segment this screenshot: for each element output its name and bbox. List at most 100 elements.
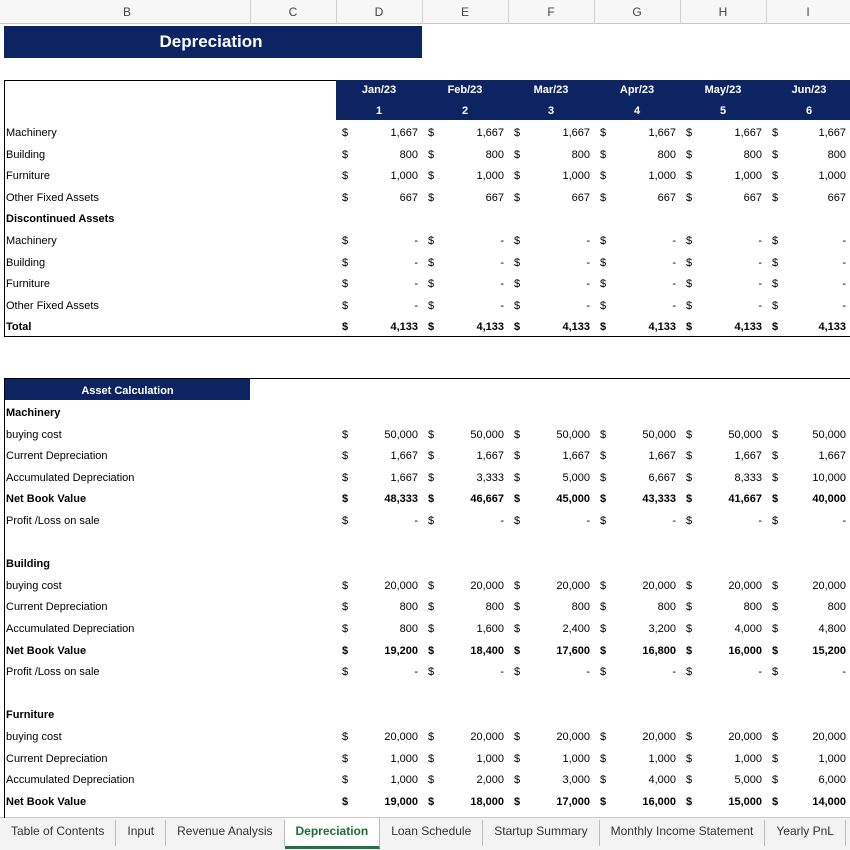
sheet-tab-bar: Table of Contents Input Revenue Analysis De… <box>0 817 850 850</box>
currency-symbol: $ <box>600 170 607 183</box>
currency-symbol: $ <box>514 321 521 334</box>
currency-symbol: $ <box>772 774 779 787</box>
currency-symbol: $ <box>342 752 349 765</box>
currency-symbol: $ <box>514 450 521 463</box>
cell-value: 800 <box>399 601 418 614</box>
currency-symbol: $ <box>772 795 779 808</box>
cell-value: 45,000 <box>556 493 590 506</box>
period-header: 2 <box>461 105 469 117</box>
row-label: Furniture <box>6 278 51 291</box>
cell-value: 1,667 <box>562 450 590 463</box>
column-letter: I <box>806 5 810 19</box>
cell-value: 1,667 <box>648 127 676 139</box>
cell-value: 20,000 <box>470 731 504 743</box>
currency-symbol: $ <box>600 235 607 247</box>
sheet-tab[interactable]: C <box>846 820 850 846</box>
currency-symbol: $ <box>600 127 607 139</box>
currency-symbol: $ <box>342 450 349 463</box>
currency-symbol: $ <box>428 623 435 635</box>
cell-value: 20,000 <box>384 731 418 743</box>
currency-symbol: $ <box>772 170 779 183</box>
sheet-tab[interactable]: Yearly PnL <box>765 820 846 846</box>
currency-symbol: $ <box>428 127 435 139</box>
currency-symbol: $ <box>428 191 435 204</box>
currency-symbol: $ <box>428 256 435 269</box>
cell-value: - <box>414 256 418 269</box>
cell-value: 6,000 <box>818 774 846 787</box>
row-label: Net Book Value <box>6 493 87 506</box>
cell-value: 18,000 <box>470 795 504 808</box>
cell-value: 3,000 <box>562 774 590 787</box>
sheet-tab[interactable]: Revenue Analysis <box>166 820 285 846</box>
cell-value: - <box>586 256 590 269</box>
month-header: Jun/23 <box>791 84 827 96</box>
cell-value: 1,667 <box>648 450 676 463</box>
currency-symbol: $ <box>772 148 779 161</box>
currency-symbol: $ <box>772 450 779 463</box>
currency-symbol: $ <box>342 666 349 679</box>
currency-symbol: $ <box>600 321 607 334</box>
cell-value: - <box>672 235 676 247</box>
cell-value: 50,000 <box>812 428 846 441</box>
cell-value: 1,000 <box>476 170 504 183</box>
currency-symbol: $ <box>342 471 349 484</box>
column-letter: G <box>632 5 642 19</box>
currency-symbol: $ <box>600 299 607 312</box>
column-letter: D <box>374 5 384 19</box>
currency-symbol: $ <box>600 644 607 657</box>
period-header: 6 <box>805 105 813 117</box>
cell-value: 3,333 <box>476 471 504 484</box>
currency-symbol: $ <box>772 278 779 291</box>
cell-value: - <box>500 235 504 247</box>
currency-symbol: $ <box>600 731 607 743</box>
group-title: Building <box>6 558 50 571</box>
currency-symbol: $ <box>514 752 521 765</box>
cell-value: - <box>414 515 418 527</box>
cell-value: 15,200 <box>812 644 846 657</box>
cell-value: 1,000 <box>562 752 590 765</box>
currency-symbol: $ <box>342 256 349 269</box>
sheet-tab[interactable]: Depreciation <box>284 818 381 849</box>
currency-symbol: $ <box>514 471 521 484</box>
row-label: Accumulated Depreciation <box>6 623 135 635</box>
sheet-tab[interactable]: Monthly Income Statement <box>600 820 766 846</box>
sheet-tab[interactable]: Input <box>116 820 167 846</box>
currency-symbol: $ <box>772 644 779 657</box>
currency-symbol: $ <box>514 493 521 506</box>
cell-value: 1,667 <box>734 127 762 139</box>
currency-symbol: $ <box>514 666 521 679</box>
section-border <box>4 378 850 818</box>
cell-value: 1,667 <box>734 450 762 463</box>
row-label: Building <box>6 256 46 269</box>
group-title: Machinery <box>6 407 61 419</box>
cell-value: 1,000 <box>734 170 762 183</box>
currency-symbol: $ <box>600 774 607 787</box>
sheet-tab[interactable]: Loan Schedule <box>380 820 484 846</box>
cell-value: 20,000 <box>384 579 418 592</box>
month-header: Apr/23 <box>619 84 655 96</box>
cell-value: 16,000 <box>728 644 762 657</box>
sheet-tab[interactable]: Table of Contents <box>0 820 117 846</box>
currency-symbol: $ <box>342 428 349 441</box>
cell-value: 48,333 <box>384 493 418 506</box>
row-label: buying cost <box>6 579 62 592</box>
column-letter: F <box>547 5 555 19</box>
cell-value: - <box>414 278 418 291</box>
cell-value: 4,133 <box>648 321 676 334</box>
currency-symbol: $ <box>514 623 521 635</box>
cell-value: - <box>842 515 846 527</box>
row-label: Total <box>6 321 32 334</box>
currency-symbol: $ <box>428 666 435 679</box>
cell-value: - <box>758 256 762 269</box>
cell-value: 5,000 <box>734 774 762 787</box>
cell-value: 1,667 <box>390 127 418 139</box>
currency-symbol: $ <box>428 601 435 614</box>
sheet-tab[interactable]: Startup Summary <box>483 820 600 846</box>
currency-symbol: $ <box>342 601 349 614</box>
cell-value: 1,000 <box>476 752 504 765</box>
cell-value: 4,133 <box>734 321 762 334</box>
cell-value: 41,667 <box>728 493 762 506</box>
currency-symbol: $ <box>428 235 435 247</box>
cell-value: - <box>414 299 418 312</box>
currency-symbol: $ <box>600 148 607 161</box>
